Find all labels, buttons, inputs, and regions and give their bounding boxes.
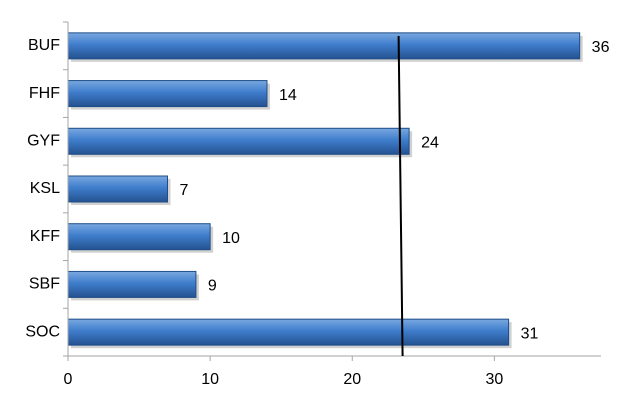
data-label: 9	[208, 278, 217, 295]
bar-soc	[67, 318, 510, 346]
bar-fhf	[67, 80, 268, 108]
data-label: 36	[592, 39, 610, 56]
bar-ksl	[67, 175, 168, 203]
category-label: SBF	[29, 276, 60, 293]
axes	[63, 21, 601, 361]
bar-sbf	[67, 270, 197, 298]
data-label: 31	[521, 325, 539, 342]
reference-line	[397, 35, 404, 357]
bars	[67, 32, 583, 349]
x-tick-label: 20	[343, 371, 361, 388]
data-label: 10	[222, 230, 240, 247]
bar-buf	[67, 32, 581, 60]
category-label: FHF	[29, 85, 60, 102]
data-label: 14	[279, 87, 297, 104]
data-label: 7	[179, 182, 188, 199]
x-tick-label: 0	[64, 371, 73, 388]
category-label: BUF	[28, 37, 60, 54]
category-label: SOC	[25, 323, 60, 340]
x-tick-label: 10	[201, 371, 219, 388]
labels: BUF 36 FHF 14 GYF 24 KSL 7 KFF 10 SBF 9 SOC 31 0 10 20 30	[25, 37, 609, 388]
category-label: KSL	[30, 180, 60, 197]
bar-kff	[67, 223, 211, 251]
bar-gyf	[67, 127, 410, 155]
data-label: 24	[421, 135, 439, 152]
category-label: GYF	[27, 133, 60, 150]
category-label: KFF	[30, 228, 60, 245]
x-tick-label: 30	[486, 371, 504, 388]
